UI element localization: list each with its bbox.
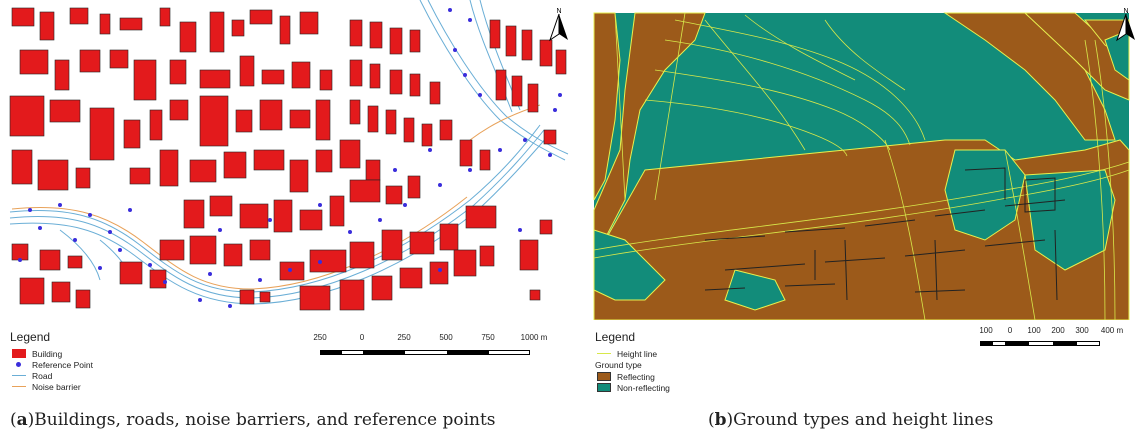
legend-b: Legend Height line Ground type Reflectin… xyxy=(595,330,670,393)
caption-text: Ground types and height lines xyxy=(733,410,994,430)
north-label: N xyxy=(1123,8,1128,15)
scale-labels: 100 0 100 200 300 400 m xyxy=(979,326,1134,337)
scale-tick-label: 250 xyxy=(313,333,327,342)
scalebar-b: 100 0 100 200 300 400 m xyxy=(979,326,1134,346)
scale-tick-label: 300 xyxy=(1075,326,1089,335)
scale-tick-label: 100 xyxy=(1027,326,1041,335)
legend-item-height-line: Height line xyxy=(595,348,670,359)
panel-buildings-map: N Legend Building Reference Point Road N… xyxy=(0,0,572,430)
caption-a: (a)Buildings, roads, noise barriers, and… xyxy=(10,410,496,430)
non-reflecting-layer xyxy=(593,29,1130,311)
legend-label: Noise barrier xyxy=(32,381,81,392)
building-swatch-icon xyxy=(12,349,26,358)
scale-tick-label: 0 xyxy=(1007,326,1013,335)
legend-label: Height line xyxy=(617,348,658,359)
height-lines-layer xyxy=(593,12,1130,320)
reference-points-layer xyxy=(18,8,562,308)
legend-title: Legend xyxy=(10,330,51,344)
scale-tick-label: 500 xyxy=(439,333,453,342)
caption-letter: b xyxy=(714,410,727,430)
dot-icon xyxy=(12,360,26,369)
scale-track xyxy=(320,350,530,355)
legend-item-noise-barrier: Noise barrier xyxy=(10,381,93,392)
ground-map-canvas xyxy=(593,12,1130,320)
legend-item-reference-point: Reference Point xyxy=(10,359,93,370)
legend-item-non-reflecting: Non-reflecting xyxy=(595,382,670,393)
legend-title: Legend xyxy=(595,330,636,344)
caption-text: Buildings, roads, noise barriers, and re… xyxy=(34,410,496,430)
line-icon xyxy=(12,371,26,380)
reflecting-swatch-icon xyxy=(597,372,611,381)
legend-label: Reflecting xyxy=(617,371,655,382)
legend-item-building: Building xyxy=(10,348,93,359)
scale-tick-label: 200 xyxy=(1051,326,1065,335)
panel-ground-map: N Legend Height line Ground type Reflect… xyxy=(585,0,1138,443)
legend-item-road: Road xyxy=(10,370,93,381)
legend-label: Non-reflecting xyxy=(617,382,670,393)
scale-tick-label: 0 xyxy=(359,333,365,342)
legend-a: Legend Building Reference Point Road Noi… xyxy=(10,330,93,392)
scalebar-a: 250 0 250 500 750 1000 m xyxy=(313,333,547,355)
caption-b: (b)Ground types and height lines xyxy=(708,410,994,430)
scale-tick-label: 1000 m xyxy=(520,333,548,342)
legend-label: Road xyxy=(32,370,53,381)
non-reflecting-swatch-icon xyxy=(597,383,611,392)
scale-tick-label: 100 xyxy=(979,326,993,335)
legend-item-reflecting: Reflecting xyxy=(595,371,670,382)
scale-tick-label: 750 xyxy=(481,333,495,342)
caption-letter: a xyxy=(16,410,28,430)
legend-label: Building xyxy=(32,348,63,359)
north-arrow-icon: N xyxy=(1115,6,1137,51)
scale-tick-label: 250 xyxy=(397,333,411,342)
scale-track xyxy=(980,341,1100,346)
north-arrow-icon: N xyxy=(548,6,570,51)
legend-label: Reference Point xyxy=(32,359,93,370)
scale-labels: 250 0 250 500 750 1000 m xyxy=(313,333,547,344)
building-outlines-layer xyxy=(704,167,1066,301)
buildings-layer xyxy=(9,7,567,311)
north-label: N xyxy=(556,8,561,15)
scale-tick-label: 400 m xyxy=(1100,326,1124,335)
legend-subheading: Ground type xyxy=(595,360,642,370)
line-icon xyxy=(12,382,26,391)
buildings-map-canvas xyxy=(0,0,572,320)
line-icon xyxy=(597,349,611,358)
